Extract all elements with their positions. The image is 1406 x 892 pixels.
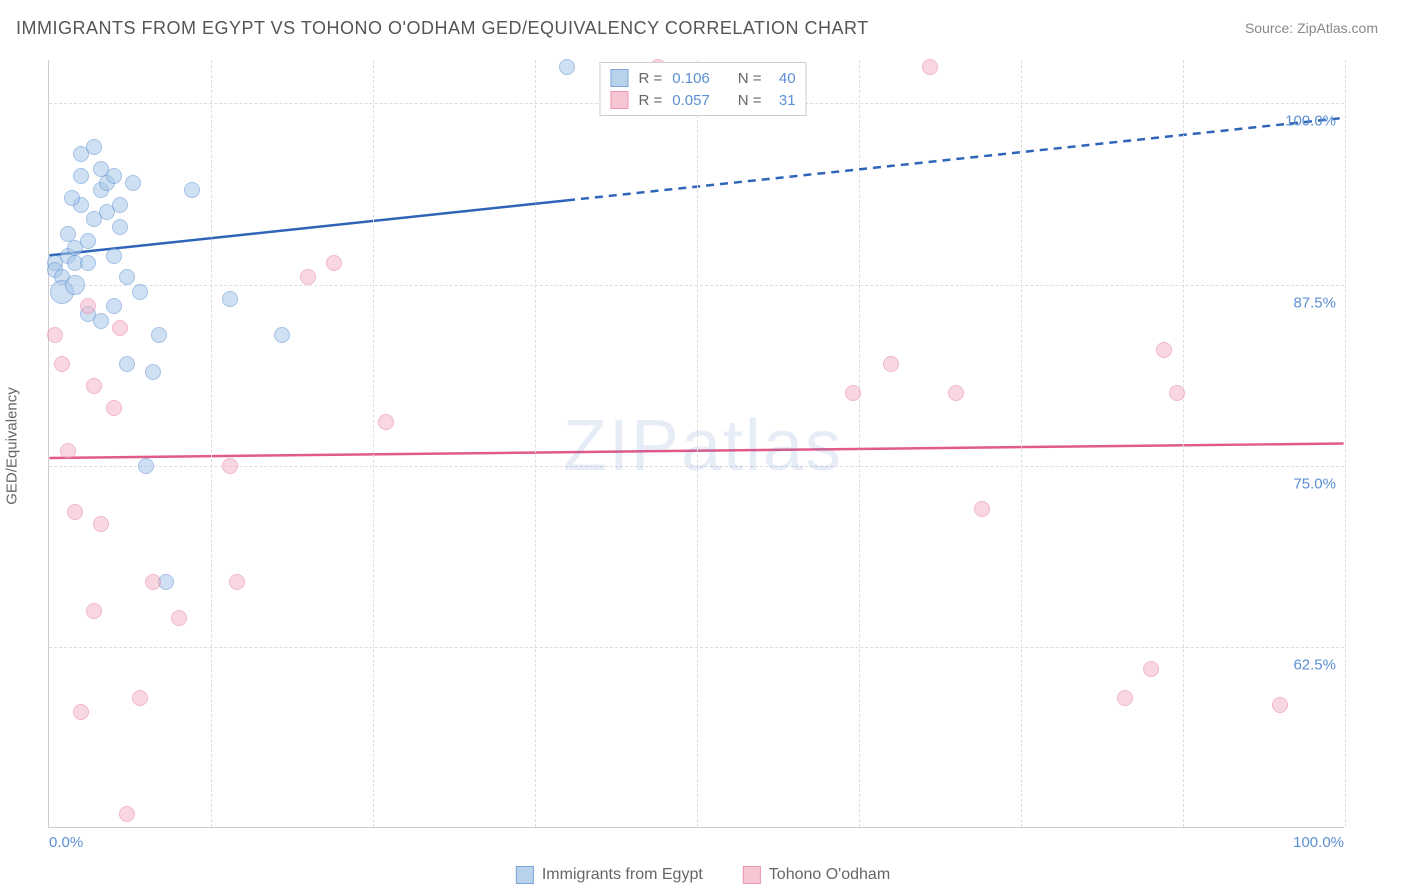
data-point — [119, 806, 135, 822]
legend-series-item: Immigrants from Egypt — [516, 866, 703, 884]
legend-series-label: Immigrants from Egypt — [542, 866, 703, 884]
n-value: 31 — [772, 92, 796, 109]
data-point — [80, 255, 96, 271]
data-point — [86, 378, 102, 394]
legend-correlation-row: R = 0.057 N = 31 — [610, 89, 795, 111]
data-point — [106, 400, 122, 416]
data-point — [132, 284, 148, 300]
chart-title: IMMIGRANTS FROM EGYPT VS TOHONO O'ODHAM … — [16, 18, 869, 39]
data-point — [64, 190, 80, 206]
gridline-vertical — [211, 60, 212, 827]
n-label: N = — [738, 70, 762, 87]
data-point — [65, 275, 85, 295]
data-point — [112, 197, 128, 213]
data-point — [229, 574, 245, 590]
gridline-vertical — [1021, 60, 1022, 827]
gridline-vertical — [1345, 60, 1346, 827]
data-point — [184, 182, 200, 198]
legend-series-item: Tohono O'odham — [743, 866, 890, 884]
data-point — [151, 327, 167, 343]
r-label: R = — [638, 92, 662, 109]
data-point — [138, 458, 154, 474]
data-point — [119, 356, 135, 372]
data-point — [559, 59, 575, 75]
data-point — [1143, 661, 1159, 677]
y-tick-label: 75.0% — [1293, 475, 1336, 492]
data-point — [222, 458, 238, 474]
data-point — [974, 501, 990, 517]
gridline-vertical — [1183, 60, 1184, 827]
data-point — [60, 443, 76, 459]
data-point — [47, 327, 63, 343]
data-point — [1272, 697, 1288, 713]
data-point — [222, 291, 238, 307]
data-point — [171, 610, 187, 626]
data-point — [1169, 385, 1185, 401]
data-point — [145, 364, 161, 380]
y-axis-label: GED/Equivalency — [4, 387, 21, 505]
data-point — [845, 385, 861, 401]
series-legend: Immigrants from Egypt Tohono O'odham — [516, 866, 890, 884]
data-point — [106, 168, 122, 184]
data-point — [80, 233, 96, 249]
data-point — [80, 298, 96, 314]
data-point — [73, 146, 89, 162]
data-point — [922, 59, 938, 75]
data-point — [125, 175, 141, 191]
legend-series-label: Tohono O'odham — [769, 866, 890, 884]
data-point — [106, 248, 122, 264]
legend-swatch — [743, 866, 761, 884]
data-point — [106, 298, 122, 314]
legend-correlation-row: R = 0.106 N = 40 — [610, 67, 795, 89]
data-point — [54, 356, 70, 372]
data-point — [93, 313, 109, 329]
correlation-legend: R = 0.106 N = 40 R = 0.057 N = 31 — [599, 62, 806, 116]
y-tick-label: 62.5% — [1293, 656, 1336, 673]
data-point — [378, 414, 394, 430]
gridline-vertical — [373, 60, 374, 827]
data-point — [119, 269, 135, 285]
data-point — [112, 320, 128, 336]
data-point — [73, 704, 89, 720]
r-value: 0.106 — [672, 70, 710, 87]
data-point — [883, 356, 899, 372]
data-point — [274, 327, 290, 343]
legend-swatch — [610, 69, 628, 87]
trend-line-dashed — [567, 118, 1344, 200]
n-value: 40 — [772, 70, 796, 87]
data-point — [93, 516, 109, 532]
data-point — [1117, 690, 1133, 706]
data-point — [326, 255, 342, 271]
data-point — [73, 168, 89, 184]
data-point — [112, 219, 128, 235]
data-point — [132, 690, 148, 706]
y-tick-label: 87.5% — [1293, 294, 1336, 311]
r-label: R = — [638, 70, 662, 87]
gridline-vertical — [535, 60, 536, 827]
n-label: N = — [738, 92, 762, 109]
data-point — [948, 385, 964, 401]
data-point — [300, 269, 316, 285]
data-point — [1156, 342, 1172, 358]
data-point — [67, 504, 83, 520]
data-point — [86, 603, 102, 619]
x-tick-label: 0.0% — [49, 834, 83, 851]
source-attribution: Source: ZipAtlas.com — [1245, 20, 1378, 36]
plot-area: 62.5%75.0%87.5%100.0%0.0%100.0% — [48, 60, 1344, 828]
legend-swatch — [516, 866, 534, 884]
gridline-vertical — [859, 60, 860, 827]
x-tick-label: 100.0% — [1293, 834, 1344, 851]
gridline-vertical — [697, 60, 698, 827]
data-point — [145, 574, 161, 590]
legend-swatch — [610, 91, 628, 109]
r-value: 0.057 — [672, 92, 710, 109]
y-tick-label: 100.0% — [1285, 113, 1336, 130]
